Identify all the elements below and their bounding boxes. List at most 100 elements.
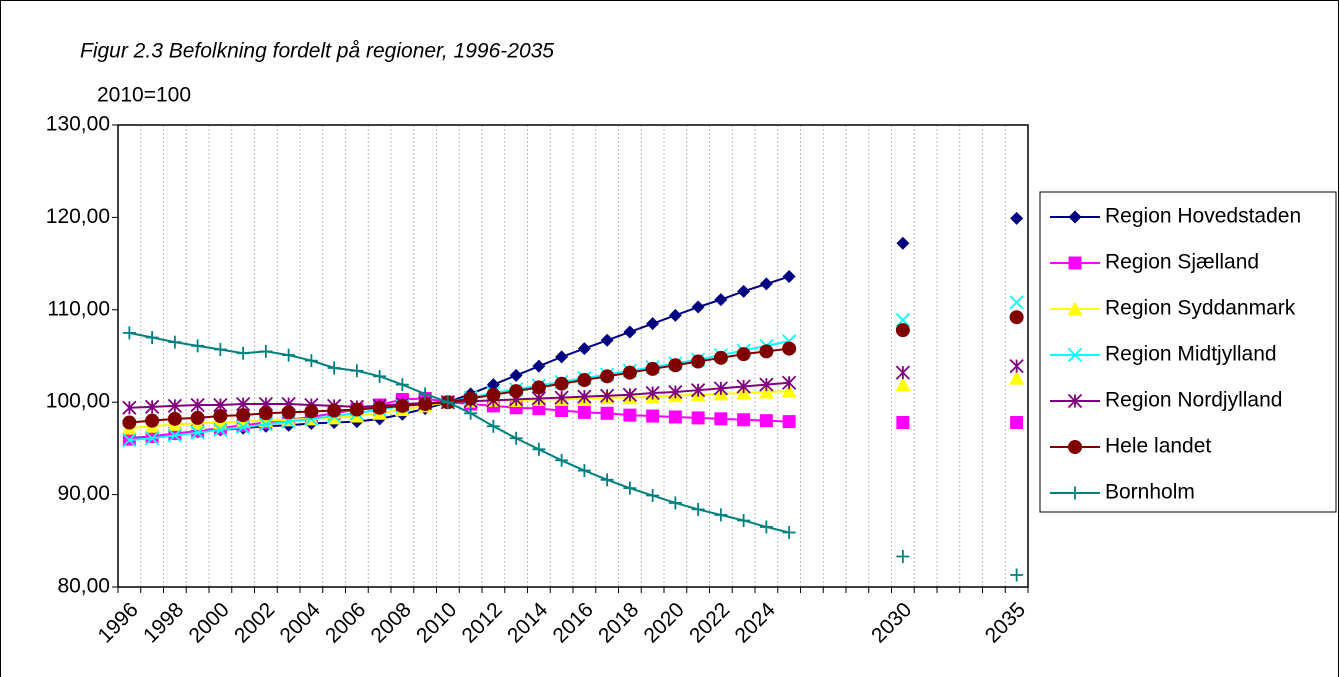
data-point bbox=[190, 425, 205, 440]
legend-marker bbox=[1068, 486, 1082, 500]
y-tick-label: 100,00 bbox=[46, 390, 110, 413]
data-point bbox=[1009, 359, 1024, 374]
data-point bbox=[646, 317, 660, 331]
data-point bbox=[554, 390, 569, 405]
data-point bbox=[213, 409, 228, 424]
data-point bbox=[714, 508, 728, 522]
data-point bbox=[167, 411, 182, 426]
data-point bbox=[349, 402, 364, 417]
data-point bbox=[236, 408, 251, 423]
y-tick-label: 130,00 bbox=[46, 113, 110, 136]
data-point bbox=[690, 383, 706, 398]
legend-label: Region Syddanmark bbox=[1105, 297, 1296, 320]
data-point bbox=[418, 397, 433, 412]
data-point bbox=[327, 361, 341, 375]
data-point bbox=[1010, 416, 1024, 430]
data-point bbox=[350, 364, 364, 378]
data-point bbox=[577, 464, 591, 478]
data-point bbox=[895, 312, 911, 328]
data-point bbox=[213, 343, 227, 357]
data-point bbox=[782, 341, 797, 356]
data-point bbox=[144, 399, 160, 414]
data-point bbox=[691, 354, 706, 369]
data-point bbox=[759, 377, 774, 392]
data-point bbox=[258, 417, 274, 432]
data-point bbox=[623, 325, 637, 339]
data-point bbox=[509, 368, 523, 382]
data-point bbox=[122, 400, 137, 415]
data-point bbox=[1009, 370, 1025, 385]
data-point bbox=[236, 346, 250, 360]
data-point bbox=[486, 378, 500, 392]
data-point bbox=[190, 397, 205, 413]
data-point bbox=[646, 409, 660, 423]
data-point bbox=[1010, 211, 1024, 225]
data-point bbox=[464, 406, 478, 420]
data-point bbox=[759, 344, 774, 359]
data-point bbox=[327, 403, 342, 418]
data-point bbox=[713, 381, 729, 396]
data-point bbox=[577, 342, 591, 356]
legend-marker bbox=[1067, 393, 1083, 409]
data-point bbox=[258, 406, 273, 421]
data-point bbox=[555, 350, 569, 364]
data-point bbox=[1009, 295, 1024, 310]
data-point bbox=[122, 326, 136, 340]
data-point bbox=[600, 406, 614, 420]
data-point bbox=[304, 404, 319, 419]
data-point bbox=[646, 489, 660, 503]
data-point bbox=[691, 502, 705, 516]
data-point bbox=[281, 405, 296, 420]
data-point bbox=[622, 365, 637, 380]
chart-title: Figur 2.3 Befolkning fordelt på regioner… bbox=[80, 40, 554, 63]
legend-marker bbox=[1067, 347, 1083, 363]
data-point bbox=[122, 415, 137, 430]
legend-marker bbox=[1068, 210, 1082, 224]
data-point bbox=[532, 359, 546, 373]
legend-label: Hele landet bbox=[1105, 435, 1211, 458]
data-point bbox=[781, 375, 797, 390]
data-point bbox=[895, 377, 911, 392]
data-point bbox=[190, 410, 205, 425]
legend-marker bbox=[1067, 301, 1083, 316]
data-point bbox=[645, 385, 660, 401]
data-point bbox=[895, 323, 910, 338]
data-point bbox=[713, 350, 728, 365]
data-point bbox=[599, 388, 615, 403]
data-point bbox=[373, 369, 387, 383]
data-point bbox=[554, 376, 569, 391]
y-axis-label: 2010=100 bbox=[97, 84, 191, 107]
data-point bbox=[531, 380, 546, 395]
data-point bbox=[372, 400, 387, 415]
data-point bbox=[509, 431, 523, 445]
data-point bbox=[577, 373, 592, 388]
data-point bbox=[532, 442, 546, 456]
data-point bbox=[737, 284, 751, 298]
y-tick-label: 80,00 bbox=[57, 575, 110, 598]
legend-label: Region Nordjylland bbox=[1105, 389, 1282, 412]
data-point bbox=[895, 365, 911, 380]
y-tick-label: 90,00 bbox=[57, 482, 110, 505]
data-point bbox=[737, 413, 751, 427]
data-point bbox=[600, 333, 614, 347]
data-point bbox=[668, 384, 683, 400]
legend-label: Region Sjælland bbox=[1105, 251, 1259, 274]
legend-marker bbox=[1068, 440, 1082, 454]
data-point bbox=[144, 431, 160, 446]
data-point bbox=[668, 358, 683, 373]
data-point bbox=[282, 348, 296, 362]
data-point bbox=[395, 398, 410, 413]
data-point bbox=[759, 277, 773, 291]
data-point bbox=[782, 525, 796, 539]
data-point bbox=[168, 335, 182, 349]
data-point bbox=[781, 383, 797, 398]
data-point bbox=[555, 453, 569, 467]
data-point bbox=[395, 378, 409, 392]
data-point bbox=[167, 398, 183, 414]
legend-label: Region Hovedstaden bbox=[1105, 205, 1301, 228]
data-point bbox=[577, 389, 592, 404]
data-point bbox=[304, 354, 318, 368]
data-point bbox=[486, 387, 501, 402]
data-point bbox=[441, 395, 455, 409]
